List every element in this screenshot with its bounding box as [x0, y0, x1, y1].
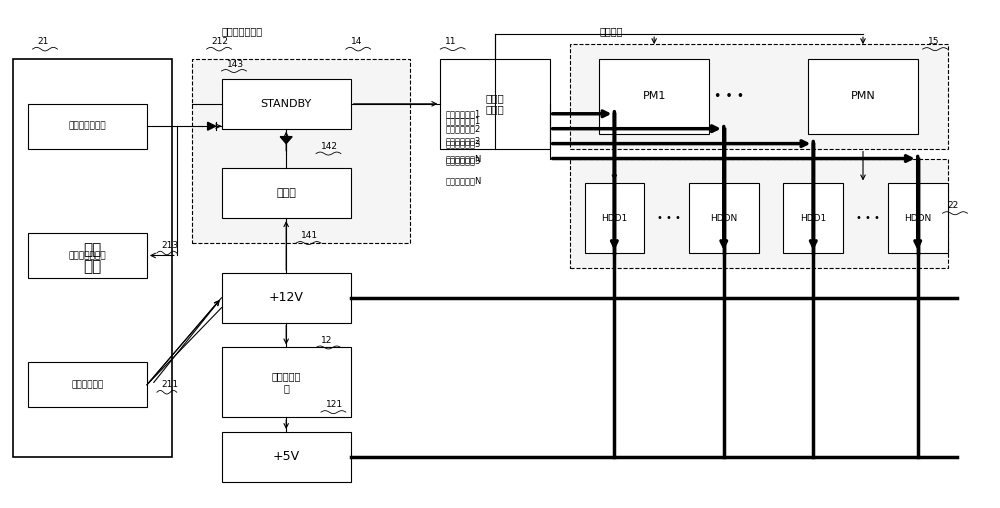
Text: • • •: • • • [856, 213, 880, 223]
Text: 分时上电信号1: 分时上电信号1 [445, 116, 481, 125]
Text: • • •: • • • [657, 213, 681, 223]
Text: STANDBY: STANDBY [261, 99, 312, 109]
Text: 使能信号输入端: 使能信号输入端 [68, 251, 106, 260]
Text: 141: 141 [301, 231, 318, 240]
Text: 121: 121 [326, 400, 343, 409]
Text: 复位信号: 复位信号 [599, 26, 623, 36]
Text: 分时上电信号2: 分时上电信号2 [445, 124, 481, 133]
FancyBboxPatch shape [222, 432, 351, 482]
FancyBboxPatch shape [599, 59, 709, 134]
Text: 213: 213 [162, 241, 179, 250]
FancyBboxPatch shape [783, 183, 843, 253]
Text: 212: 212 [212, 37, 229, 46]
Text: 21: 21 [38, 37, 49, 46]
FancyBboxPatch shape [222, 79, 351, 129]
Text: 主电源使能信号: 主电源使能信号 [222, 26, 263, 36]
Text: 143: 143 [227, 60, 244, 69]
Text: 14: 14 [351, 37, 362, 46]
Text: 15: 15 [928, 37, 939, 46]
Text: HDD1: HDD1 [800, 214, 826, 223]
FancyBboxPatch shape [28, 233, 147, 278]
FancyBboxPatch shape [888, 183, 948, 253]
FancyBboxPatch shape [222, 273, 351, 323]
Text: 22: 22 [948, 201, 959, 210]
Text: 12: 12 [321, 335, 332, 344]
Text: 上电控
制模块: 上电控 制模块 [486, 93, 504, 115]
FancyBboxPatch shape [28, 104, 147, 148]
Text: 待机电源输出端: 待机电源输出端 [68, 122, 106, 131]
FancyBboxPatch shape [28, 362, 147, 407]
FancyBboxPatch shape [192, 59, 410, 243]
Text: 分时上电信号N: 分时上电信号N [445, 154, 482, 163]
Text: 稳压器: 稳压器 [276, 188, 296, 198]
Text: 分时上电信号N: 分时上电信号N [445, 176, 482, 185]
Text: 142: 142 [321, 142, 338, 150]
Text: HDDN: HDDN [904, 214, 931, 223]
Text: PMN: PMN [851, 91, 875, 102]
Polygon shape [208, 122, 216, 130]
Text: 电压转换单
元: 电压转换单 元 [271, 371, 301, 393]
FancyBboxPatch shape [222, 347, 351, 417]
Text: HDDN: HDDN [710, 214, 737, 223]
FancyBboxPatch shape [440, 59, 550, 148]
Polygon shape [280, 137, 292, 144]
Text: 主电源输出端: 主电源输出端 [71, 380, 103, 389]
Text: HDD1: HDD1 [601, 214, 627, 223]
FancyBboxPatch shape [222, 169, 351, 218]
Text: • • •: • • • [714, 90, 744, 103]
Text: +12V: +12V [269, 291, 304, 304]
FancyBboxPatch shape [13, 59, 172, 457]
FancyBboxPatch shape [585, 183, 644, 253]
FancyBboxPatch shape [808, 59, 918, 134]
Text: 分时上电信号3: 分时上电信号3 [445, 156, 481, 165]
Text: +5V: +5V [273, 451, 300, 463]
FancyBboxPatch shape [689, 183, 759, 253]
Text: 211: 211 [162, 380, 179, 389]
Text: 11: 11 [445, 37, 457, 46]
Text: 分时上电信号2: 分时上电信号2 [445, 136, 481, 145]
Text: 电源
模块: 电源 模块 [83, 242, 101, 274]
FancyBboxPatch shape [570, 158, 948, 268]
Text: 分时上电信号1: 分时上电信号1 [445, 109, 481, 118]
FancyBboxPatch shape [570, 44, 948, 148]
Text: 分时上电信号3: 分时上电信号3 [445, 139, 481, 148]
Text: PM1: PM1 [642, 91, 666, 102]
